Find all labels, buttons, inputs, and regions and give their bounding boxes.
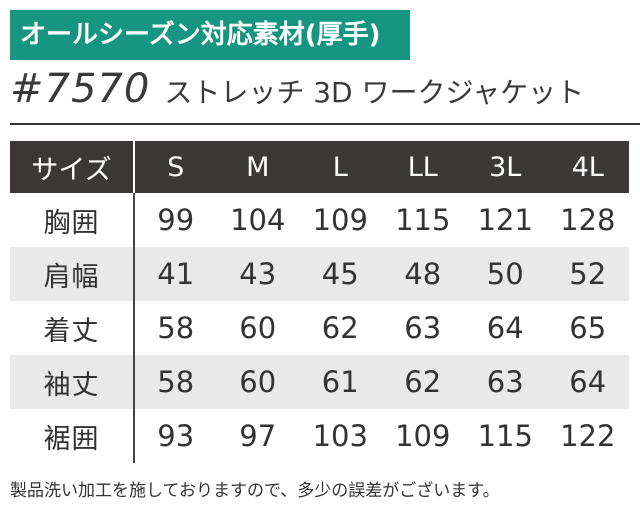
size-header-cell: 4L [546,141,629,193]
disclaimer-note: 製品洗い加工を施しておりますので、多少の誤差がございます。 [10,481,500,501]
table-cell: 52 [546,247,629,301]
model-number: #7570 [10,66,151,112]
table-cell: 60 [216,355,299,409]
table-cell: 45 [299,247,382,301]
table-cell: 104 [230,203,286,237]
table-cell: 99 [157,203,195,237]
table-cell: 93 [157,419,195,453]
table-cell: 62 [381,355,464,409]
size-header-cell: L [299,141,382,193]
table-cell: 43 [216,247,299,301]
title-divider [10,123,640,125]
table-cell: 109 [312,203,368,237]
table-row: 着丈 58 60 62 63 64 65 [10,301,629,355]
category-badge: オールシーズン対応素材(厚手) [10,10,410,60]
table-cell: 41 [134,247,217,301]
table-cell: 103 [312,419,368,453]
size-header-cell: S [134,141,217,193]
table-cell: 122 [560,419,616,453]
table-cell: 63 [464,355,547,409]
size-header-cell: LL [381,141,464,193]
table-cell: 61 [299,355,382,409]
table-cell: 64 [486,311,524,345]
table-cell: 121 [477,203,533,237]
table-cell: 48 [381,247,464,301]
row-label: 肩幅 [10,247,135,301]
size-header-label: サイズ [10,141,135,193]
table-cell: 58 [157,311,195,345]
table-cell: 63 [404,311,442,345]
size-chart-table: サイズ S M L LL 3L 4L 胸囲 99 104 109 115 121… [10,141,630,463]
size-header-cell: 3L [464,141,547,193]
row-label: 胸囲 [10,193,135,247]
table-row: 裾囲 93 97 103 109 115 122 [10,409,629,463]
table-row: 肩幅 41 43 45 48 50 52 [10,247,629,301]
table-row: 袖丈 58 60 61 62 63 64 [10,355,629,409]
row-label: 着丈 [10,301,135,355]
product-name: ストレッチ 3D ワークジャケット [164,76,585,109]
table-cell: 128 [560,203,616,237]
table-cell: 65 [569,311,607,345]
table-cell: 60 [239,311,277,345]
table-cell: 64 [546,355,629,409]
size-header-cell: M [216,141,299,193]
table-cell: 115 [477,419,533,453]
row-label: 裾囲 [10,409,135,463]
table-cell: 115 [395,203,451,237]
product-title: #7570 ストレッチ 3D ワークジャケット [10,66,584,118]
table-cell: 97 [239,419,277,453]
table-cell: 50 [464,247,547,301]
table-cell: 109 [395,419,451,453]
table-row: 胸囲 99 104 109 115 121 128 [10,193,629,247]
row-label: 袖丈 [10,355,135,409]
table-cell: 62 [321,311,359,345]
size-header-row: サイズ S M L LL 3L 4L [10,141,629,193]
table-cell: 58 [134,355,217,409]
